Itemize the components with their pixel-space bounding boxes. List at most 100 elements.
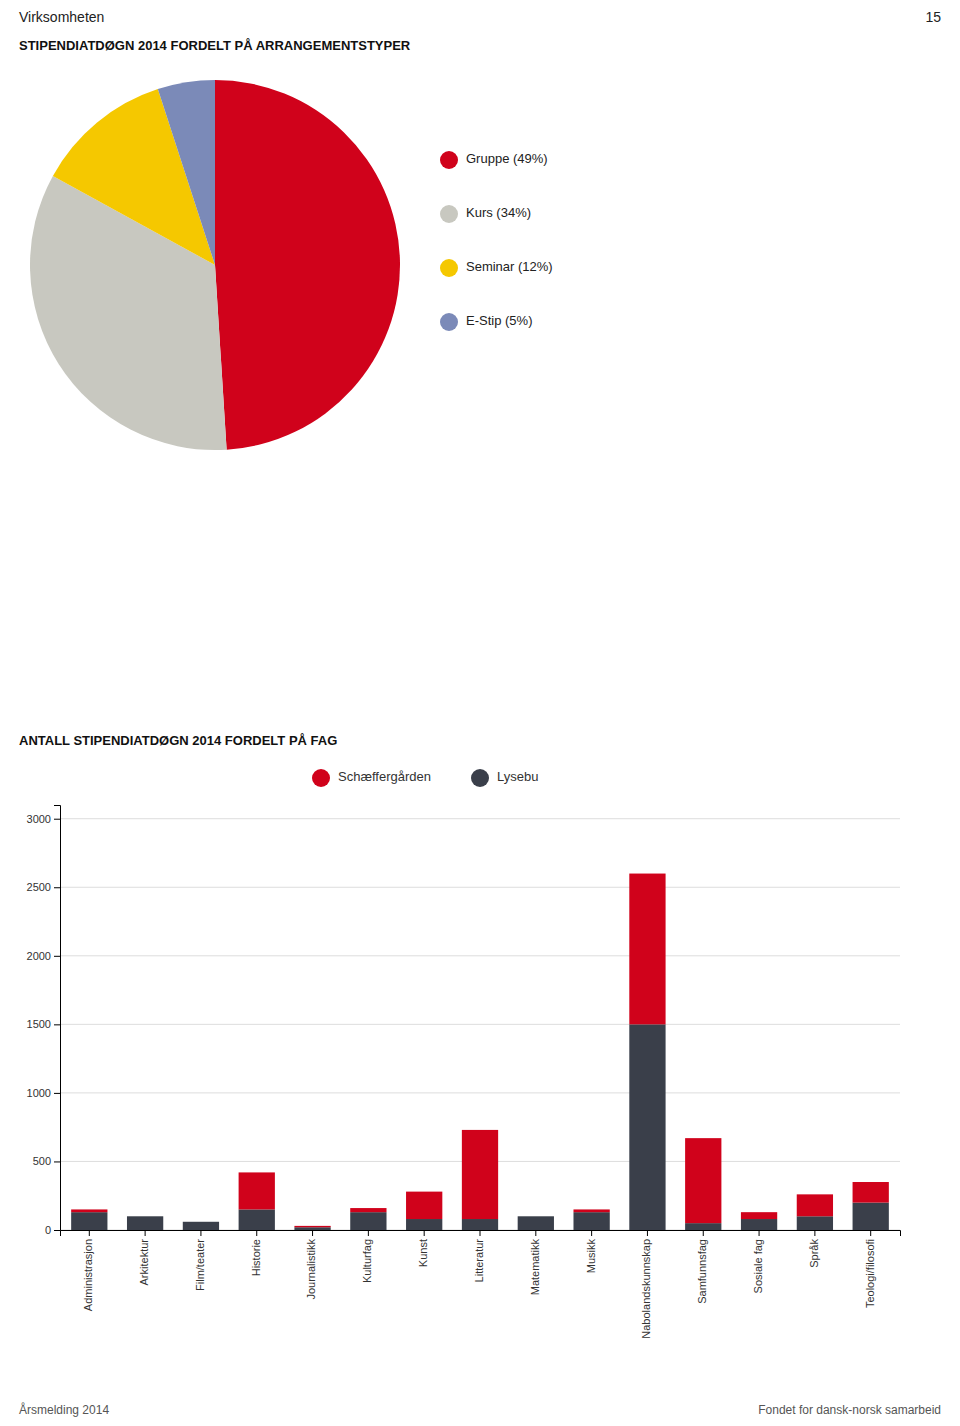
tick-mark [89, 1230, 90, 1236]
bar-chart: ANTALL STIPENDIATDØGN 2014 FORDELT PÅ FA… [19, 733, 901, 1339]
legend: Schæffergården Lysebu [312, 769, 538, 787]
tick: 1500 [27, 1018, 60, 1030]
page: 15VirksomhetenÅrsmelding 2014Fondet for … [0, 0, 960, 1426]
tick-mark [145, 1230, 146, 1236]
tick: Arkitektur [138, 1230, 150, 1285]
annotation: 15 [925, 9, 941, 25]
bar-segment [183, 1222, 219, 1230]
tick-mark [480, 1230, 481, 1236]
tick-mark [54, 1161, 60, 1162]
tick-mark [591, 1230, 592, 1236]
tick: Sosiale fag [752, 1230, 764, 1293]
tick: Journalistikk [305, 1230, 317, 1300]
legend-entry: E-Stip (5%) [466, 313, 532, 328]
tick-label: Musikk [585, 1239, 597, 1274]
tick-label: 1500 [27, 1018, 51, 1030]
tick: Litteratur [473, 1230, 485, 1282]
grid-line [60, 818, 900, 819]
tick-mark [54, 956, 60, 957]
bar-segment [350, 1212, 386, 1230]
tick-label: Teologi/filosofi [864, 1239, 876, 1308]
grid-line [60, 1092, 900, 1093]
tick: Kulturfag [361, 1230, 373, 1283]
legend-swatch [471, 769, 489, 787]
slices [30, 80, 400, 450]
bar-segment [685, 1223, 721, 1230]
tick: Administrasjon [82, 1230, 94, 1311]
tick: 3000 [27, 813, 60, 825]
series [71, 874, 889, 1228]
tick: 500 [33, 1155, 60, 1167]
tick: 2000 [27, 950, 60, 962]
tick: Språk [808, 1230, 820, 1268]
tick-label: Administrasjon [82, 1239, 94, 1311]
legend-entry: Schæffergården [338, 769, 431, 784]
tick-label: Kulturfag [361, 1239, 373, 1283]
legend: Gruppe (49%) Kurs (34%) Seminar (12%) E-Sti… [440, 151, 553, 331]
bar-segment [294, 1227, 330, 1230]
legend-swatch [440, 151, 458, 169]
tick-label: Kunst [417, 1239, 429, 1267]
legend-swatch [440, 313, 458, 331]
bar-segment [853, 1182, 889, 1203]
legend-entry: Kurs (34%) [466, 205, 531, 220]
x-axis: Administrasjon Arkitektur Film/teater Histo… [61, 1230, 901, 1339]
tick-label: 1000 [27, 1087, 51, 1099]
legend-swatch [440, 259, 458, 277]
bar-segment [183, 1221, 219, 1222]
bar-segment [518, 1216, 554, 1230]
chart-title: STIPENDIATDØGN 2014 FORDELT PÅ ARRANGEME… [19, 38, 411, 53]
bar-segment [741, 1219, 777, 1230]
legend-entry: Seminar (12%) [466, 259, 553, 274]
legend-swatch [312, 769, 330, 787]
bar-segment [629, 874, 665, 1025]
tick-mark [703, 1230, 704, 1236]
tick: Kunst [417, 1230, 429, 1267]
tick-mark [200, 1230, 201, 1236]
bar-segment [406, 1219, 442, 1230]
tick: 0 [45, 1224, 60, 1236]
bar-segment [127, 1216, 163, 1217]
bar-segment [797, 1216, 833, 1230]
tick: Matematikk [529, 1230, 541, 1295]
tick-label: 3000 [27, 813, 51, 825]
tick: Film/teater [194, 1230, 206, 1291]
grid-line [60, 955, 900, 956]
bars [71, 874, 889, 1230]
tick-mark [368, 1230, 369, 1236]
legend-entry: Gruppe (49%) [466, 151, 548, 166]
axis-line [54, 806, 61, 1231]
bar-segment [462, 1219, 498, 1230]
bar-segment [462, 1130, 498, 1219]
tick-label: 2500 [27, 881, 51, 893]
bar-segment [239, 1172, 275, 1209]
pie-slice [158, 80, 215, 265]
grid-line [60, 1024, 900, 1025]
tick-label: Film/teater [194, 1239, 206, 1291]
tick: Musikk [585, 1230, 597, 1273]
tick-mark [814, 1230, 815, 1236]
legend-entry: Lysebu [497, 769, 538, 784]
tick-mark [870, 1230, 871, 1236]
bar-segment [294, 1226, 330, 1227]
chart-title: ANTALL STIPENDIATDØGN 2014 FORDELT PÅ FA… [19, 733, 337, 748]
tick: Nabolandskunnskap [640, 1230, 652, 1339]
tick-mark [54, 1093, 60, 1094]
tick-mark [312, 1230, 313, 1236]
bar-segment [518, 1216, 554, 1217]
bar-segment [71, 1209, 107, 1212]
bar-segment [853, 1203, 889, 1230]
tick-label: Historie [250, 1239, 262, 1276]
bar-segment [797, 1194, 833, 1216]
tick-label: Sosiale fag [752, 1239, 764, 1293]
bar-segment [406, 1192, 442, 1219]
series [71, 1024, 889, 1230]
tick-label: Litteratur [473, 1239, 485, 1283]
y-axis: 0 500 1000 1500 2000 2500 3000 [27, 806, 61, 1237]
bar-segment [629, 1024, 665, 1230]
tick-mark [54, 887, 60, 888]
tick-label: Arkitektur [138, 1239, 150, 1286]
tick-label: Journalistikk [305, 1239, 317, 1300]
tick-mark [647, 1230, 648, 1236]
tick-label: 2000 [27, 950, 51, 962]
